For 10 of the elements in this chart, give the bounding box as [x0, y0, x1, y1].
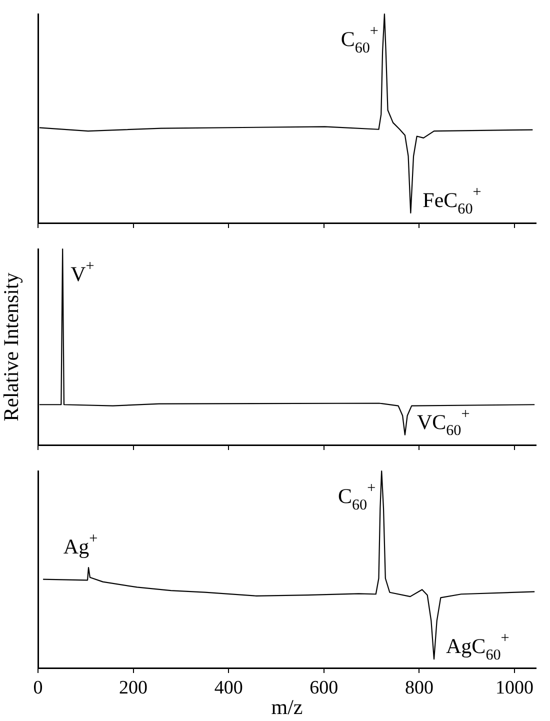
y-axis-title: Relative Intensity: [0, 272, 24, 422]
x-tick-label: 0: [33, 677, 43, 698]
x-tick-label: 1000: [496, 677, 534, 698]
x-tick-label: 200: [119, 677, 148, 698]
annotation: V+: [70, 258, 94, 286]
x-axis-title: m/z: [271, 694, 303, 719]
x-tick-label: 600: [310, 677, 338, 698]
x-tick-label: 400: [214, 677, 243, 698]
x-tick-label: 800: [404, 677, 434, 698]
annotation: Ag+: [63, 531, 98, 559]
